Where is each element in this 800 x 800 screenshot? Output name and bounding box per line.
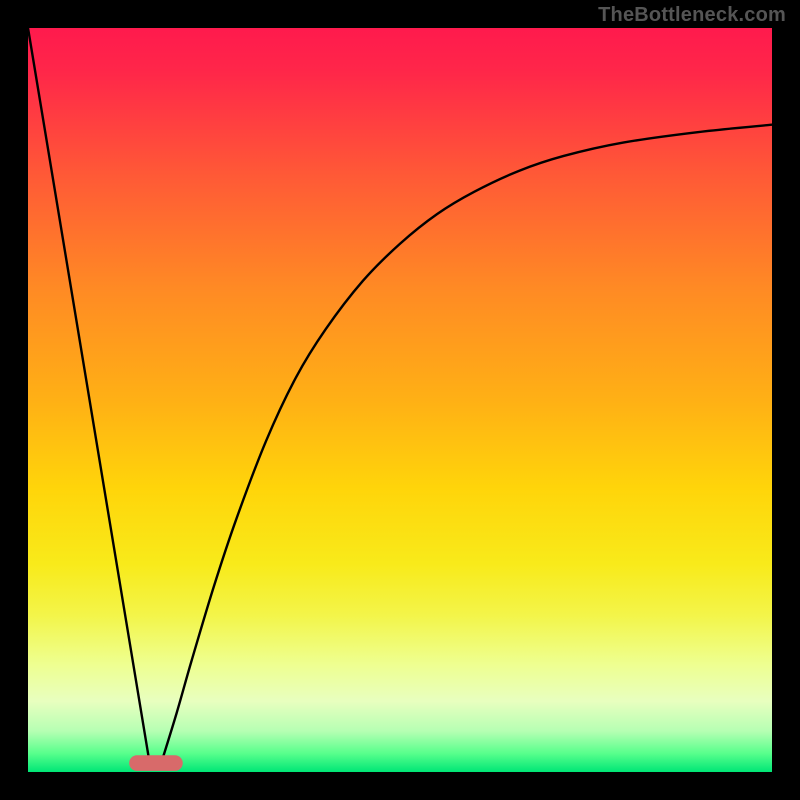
chart-container: { "watermark": { "text": "TheBottleneck.… [0, 0, 800, 800]
chart-svg [0, 0, 800, 800]
watermark-text: TheBottleneck.com [598, 4, 786, 27]
plot-background [28, 28, 772, 772]
optimal-marker [129, 755, 183, 771]
